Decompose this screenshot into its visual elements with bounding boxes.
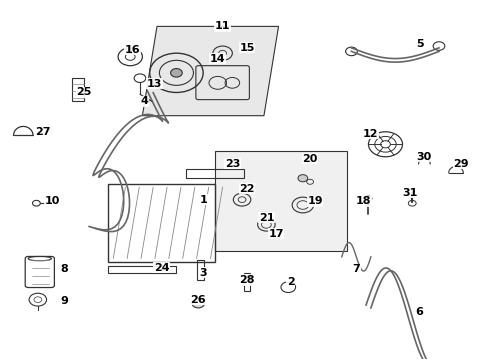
- Bar: [108, 266, 176, 273]
- Text: 13: 13: [146, 78, 162, 89]
- Text: 27: 27: [35, 127, 50, 137]
- Text: 3: 3: [199, 268, 206, 278]
- Text: 24: 24: [154, 262, 169, 273]
- Text: 31: 31: [401, 188, 417, 198]
- Text: 20: 20: [302, 154, 317, 163]
- Text: 18: 18: [355, 197, 370, 206]
- Text: 29: 29: [452, 159, 468, 169]
- Text: 21: 21: [258, 212, 274, 222]
- Text: 17: 17: [268, 229, 283, 239]
- Bar: [72, 78, 84, 102]
- Text: 12: 12: [363, 129, 378, 139]
- Text: 6: 6: [415, 307, 423, 317]
- Circle shape: [170, 68, 182, 77]
- Bar: [108, 184, 215, 262]
- Polygon shape: [142, 26, 278, 116]
- Text: 8: 8: [61, 264, 68, 274]
- Text: 16: 16: [124, 45, 140, 55]
- Text: 22: 22: [239, 184, 254, 194]
- Text: 23: 23: [224, 159, 240, 169]
- Text: 7: 7: [352, 264, 360, 274]
- Text: 28: 28: [239, 275, 254, 285]
- Bar: [186, 169, 244, 178]
- Text: 5: 5: [415, 39, 423, 49]
- Circle shape: [297, 175, 307, 182]
- Text: 14: 14: [209, 54, 225, 64]
- Text: 26: 26: [190, 295, 206, 305]
- Circle shape: [192, 298, 204, 308]
- Text: 25: 25: [76, 87, 92, 98]
- Text: 15: 15: [239, 43, 254, 53]
- FancyBboxPatch shape: [215, 152, 346, 251]
- Text: 10: 10: [45, 197, 60, 206]
- Text: 1: 1: [199, 195, 206, 204]
- Bar: [197, 260, 203, 280]
- Text: 11: 11: [214, 21, 230, 31]
- Text: 4: 4: [141, 96, 148, 107]
- Text: 2: 2: [286, 277, 294, 287]
- Text: 30: 30: [416, 152, 431, 162]
- Text: 9: 9: [61, 296, 68, 306]
- Bar: [243, 273, 249, 291]
- Text: 19: 19: [306, 197, 322, 206]
